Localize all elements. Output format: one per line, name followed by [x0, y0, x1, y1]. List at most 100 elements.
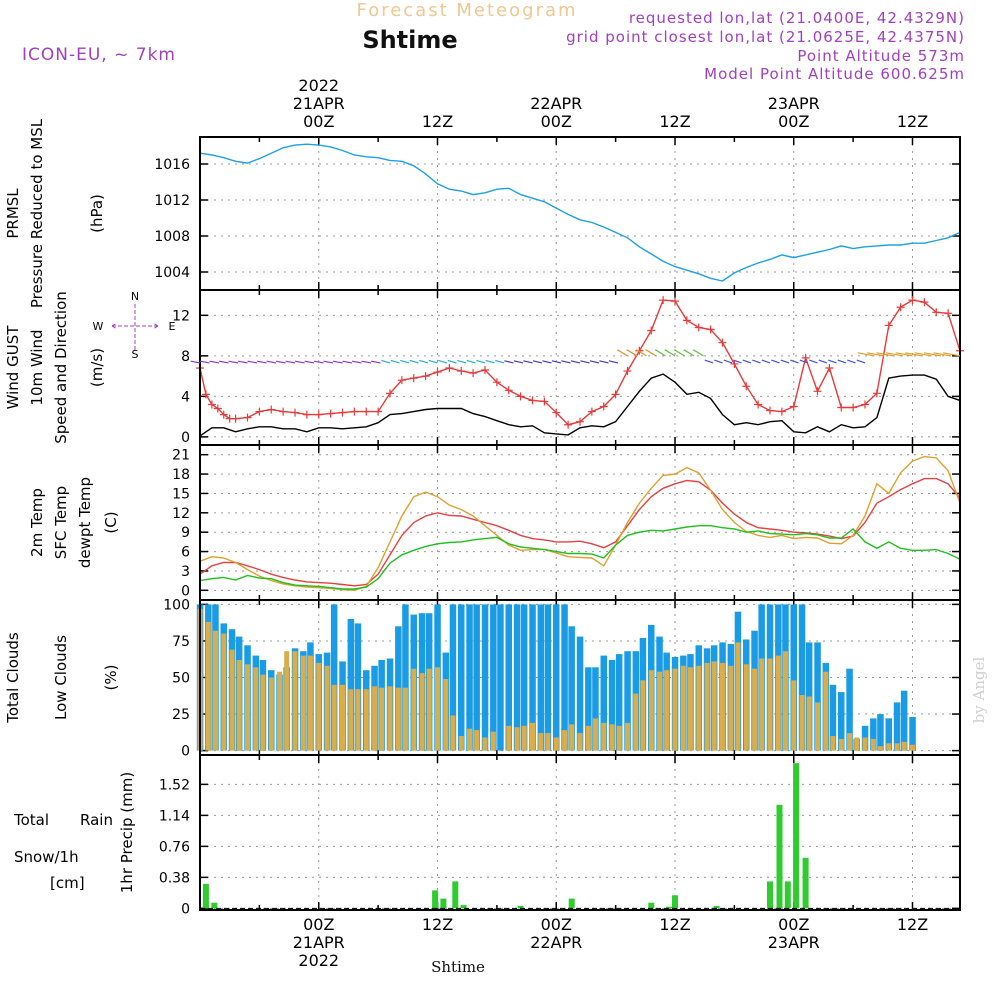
- wind-axis-label: Wind GUST: [4, 325, 22, 410]
- requested-coords: requested lon,lat (21.0400E, 42.4329N): [629, 9, 965, 27]
- clouds-bar: [615, 654, 623, 751]
- clouds-bar: [601, 722, 607, 751]
- location-title: Shtime: [362, 26, 457, 54]
- clouds-bar: [806, 696, 812, 751]
- wind-direction-arrow: [914, 352, 932, 357]
- clouds-bar: [846, 668, 853, 751]
- clouds-bar: [497, 604, 504, 751]
- clouds-bar: [435, 667, 440, 751]
- clouds-bar: [395, 687, 401, 751]
- clouds-bar: [585, 725, 591, 751]
- precip-bar: [460, 905, 467, 909]
- clouds-bar: [277, 671, 283, 751]
- clouds-bar: [830, 736, 836, 751]
- wind-gust-marker: [801, 353, 810, 362]
- wind-ytick-label: 8: [181, 349, 190, 365]
- temperature-ytick-label: 21: [172, 448, 190, 464]
- precip-bar: [666, 906, 673, 909]
- footer-location: Shtime: [431, 958, 485, 976]
- clouds-bar: [544, 604, 552, 751]
- wind-gust-marker: [457, 367, 466, 376]
- clouds-bar: [877, 746, 883, 751]
- clouds-bar: [505, 604, 512, 751]
- clouds-bar: [862, 737, 868, 751]
- clouds-bar: [633, 693, 639, 751]
- gridpoint-coords: grid point closest lon,lat (21.0625E, 42…: [566, 28, 965, 46]
- wind-direction-arrow: [190, 360, 201, 364]
- clouds-bar: [402, 687, 408, 751]
- precip-bar: [440, 898, 447, 909]
- clouds-bar: [648, 670, 654, 751]
- clouds-bar: [829, 684, 837, 751]
- clouds-bar: [300, 655, 306, 751]
- clouds-ytick-label: 25: [172, 707, 190, 723]
- clouds-bar: [592, 718, 598, 751]
- wind-direction-arrow: [266, 360, 277, 364]
- precip-legend-rain: Rain: [80, 811, 113, 829]
- wind-direction-arrow: [228, 360, 239, 364]
- wind-direction-arrow: [799, 359, 809, 364]
- wind-gust-marker: [255, 407, 264, 416]
- wind-direction-arrow: [400, 359, 410, 364]
- clouds-bar: [419, 673, 425, 751]
- wind-gust-marker: [587, 407, 596, 416]
- wind-direction-arrow: [733, 359, 742, 364]
- time-label-bottom: 00Z: [778, 915, 809, 934]
- wind-gust-marker: [742, 382, 751, 391]
- time-label-bottom: 21APR: [293, 933, 345, 952]
- wind-gust-marker: [861, 400, 869, 409]
- clouds-bar: [743, 664, 749, 751]
- precip-frame: [199, 754, 961, 911]
- clouds-bar: [672, 668, 678, 751]
- wind-direction-arrow: [599, 360, 609, 364]
- clouds-bar: [411, 668, 417, 751]
- wind-gust-marker: [219, 410, 228, 419]
- wind-direction-arrow: [818, 359, 828, 364]
- wind-direction-arrow: [857, 352, 875, 357]
- precip-bar: [452, 881, 459, 909]
- clouds-bar: [609, 724, 615, 751]
- clouds-bar: [514, 727, 520, 751]
- wind-gust-marker: [243, 413, 252, 422]
- clouds-bar: [284, 651, 290, 751]
- wind-direction-arrow: [942, 352, 961, 357]
- wind-gust-marker: [386, 389, 394, 398]
- clouds-bar: [363, 689, 369, 751]
- clouds-bar: [402, 604, 409, 751]
- wind-direction-arrow: [570, 360, 581, 364]
- wind-direction-arrow: [542, 360, 552, 364]
- temperature-series-line: [199, 525, 961, 590]
- wind-gust-marker: [849, 403, 858, 412]
- wind-gust-marker: [469, 369, 478, 378]
- precip-bar: [802, 857, 809, 909]
- wind-gust-marker: [730, 359, 739, 368]
- time-label-top: 00Z: [778, 112, 809, 131]
- wind-gust-marker: [374, 407, 383, 416]
- time-label-bottom: 2022: [298, 951, 339, 970]
- wind-direction-arrow: [645, 349, 657, 357]
- wind-gust-marker: [884, 321, 893, 330]
- wind-gust-marker: [932, 308, 941, 317]
- clouds-bar: [569, 724, 575, 751]
- wind-direction-arrow: [876, 352, 894, 357]
- precip-bar: [672, 895, 678, 909]
- wind-direction-arrow: [523, 360, 533, 364]
- pressure-frame: [199, 136, 961, 291]
- wind-direction-arrow: [313, 360, 324, 364]
- wind-direction-arrow: [504, 360, 514, 364]
- wind-gust-marker: [492, 378, 501, 387]
- clouds-bar: [481, 604, 489, 751]
- clouds-bar: [324, 665, 330, 751]
- precip-bar: [517, 905, 524, 909]
- clouds-bar: [814, 642, 821, 751]
- clouds-bar: [886, 743, 892, 751]
- clouds-bar: [490, 604, 497, 751]
- wind-direction-arrow: [752, 359, 761, 364]
- temperature-ytick-label: 15: [172, 486, 190, 502]
- wind-series-line: [199, 373, 961, 437]
- precip-axis-label: 1hr Precip (mm): [118, 772, 136, 893]
- temperature-ytick-label: 6: [181, 545, 190, 561]
- wind-gust-marker: [350, 407, 359, 416]
- clouds-bar: [553, 737, 559, 751]
- wind-gust-marker: [338, 408, 347, 417]
